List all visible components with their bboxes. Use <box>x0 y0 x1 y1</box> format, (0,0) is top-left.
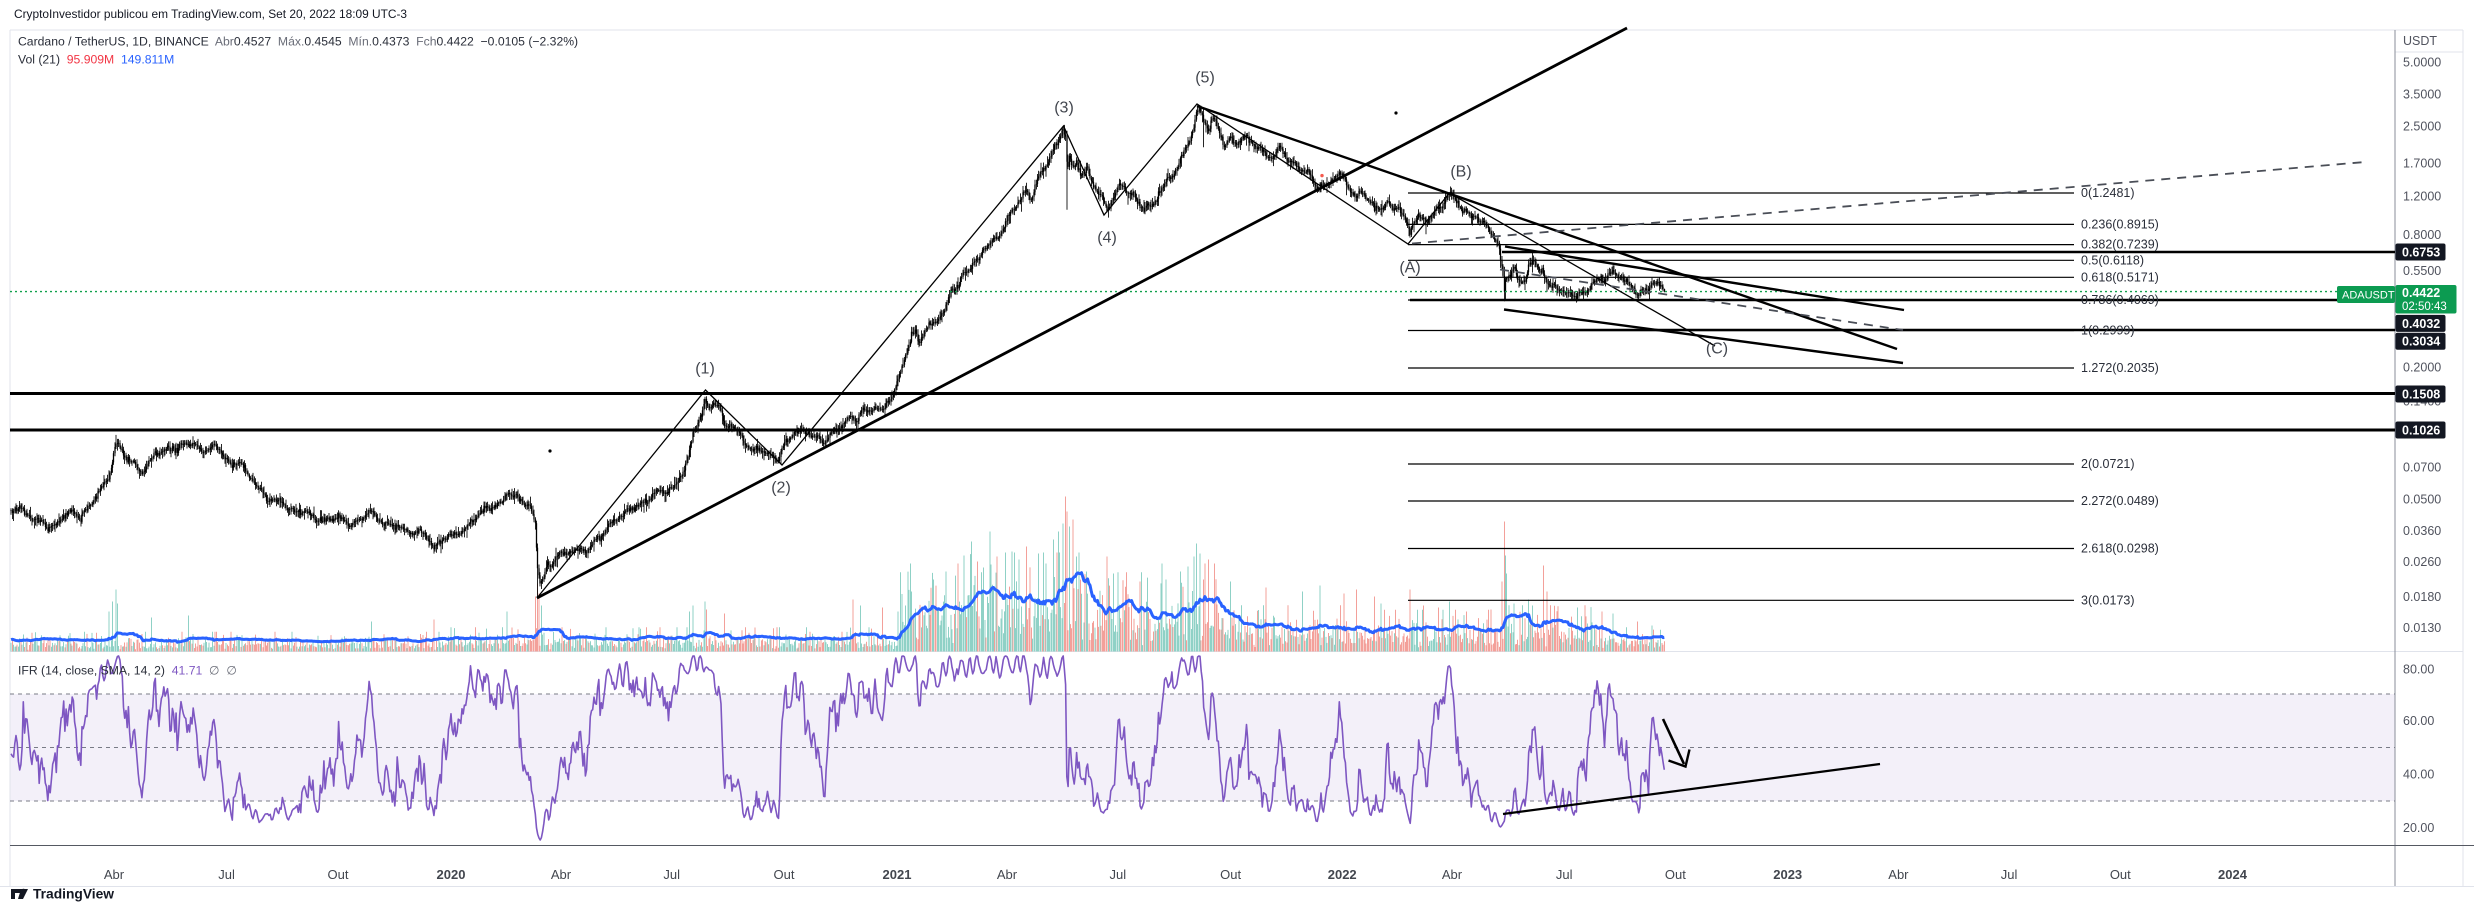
svg-text:0.6753: 0.6753 <box>2402 246 2440 260</box>
svg-text:0.4422: 0.4422 <box>2402 286 2440 300</box>
svg-text:(5): (5) <box>1195 70 1215 87</box>
svg-text:(A): (A) <box>1399 260 1420 277</box>
svg-text:0(1.2481): 0(1.2481) <box>2081 186 2135 200</box>
svg-text:2023: 2023 <box>1773 867 1802 882</box>
svg-text:3.5000: 3.5000 <box>2403 87 2441 101</box>
svg-text:0.1508: 0.1508 <box>2402 388 2440 402</box>
svg-text:0.0360: 0.0360 <box>2403 524 2441 538</box>
svg-text:1.272(0.2035): 1.272(0.2035) <box>2081 361 2159 375</box>
svg-text:TradingView: TradingView <box>33 887 114 902</box>
svg-text:20.00: 20.00 <box>2403 821 2434 835</box>
svg-text:(B): (B) <box>1450 164 1471 181</box>
svg-text:(1): (1) <box>695 361 715 378</box>
svg-text:(4): (4) <box>1097 230 1117 247</box>
svg-text:Abr: Abr <box>1888 867 1909 882</box>
svg-text:5.0000: 5.0000 <box>2403 56 2441 70</box>
svg-text:USDT: USDT <box>2403 34 2437 48</box>
svg-text:Jul: Jul <box>1109 867 1126 882</box>
svg-text:Out: Out <box>2110 867 2131 882</box>
svg-text:0.0180: 0.0180 <box>2403 590 2441 604</box>
svg-text:Out: Out <box>774 867 795 882</box>
svg-text:0.236(0.8915): 0.236(0.8915) <box>2081 217 2159 231</box>
svg-text:1.2000: 1.2000 <box>2403 190 2441 204</box>
svg-text:0.8000: 0.8000 <box>2403 228 2441 242</box>
svg-text:80.00: 80.00 <box>2403 662 2434 676</box>
svg-text:2024: 2024 <box>2218 867 2248 882</box>
svg-text:2(0.0721): 2(0.0721) <box>2081 457 2135 471</box>
svg-text:2.272(0.0489): 2.272(0.0489) <box>2081 494 2159 508</box>
svg-text:CryptoInvestidor publicou em T: CryptoInvestidor publicou em TradingView… <box>14 7 407 21</box>
svg-text:0.0700: 0.0700 <box>2403 461 2441 475</box>
svg-text:1.7000: 1.7000 <box>2403 156 2441 170</box>
svg-text:Jul: Jul <box>663 867 680 882</box>
svg-text:60.00: 60.00 <box>2403 714 2434 728</box>
svg-text:Abr: Abr <box>551 867 572 882</box>
svg-text:Cardano / TetherUS, 1D, BINANC: Cardano / TetherUS, 1D, BINANCE Abr0.452… <box>18 35 578 49</box>
svg-text:Out: Out <box>1220 867 1241 882</box>
svg-text:0.618(0.5171): 0.618(0.5171) <box>2081 270 2159 284</box>
svg-text:Jul: Jul <box>218 867 235 882</box>
svg-text:Abr: Abr <box>1442 867 1463 882</box>
svg-text:ADAUSDT: ADAUSDT <box>2342 290 2395 302</box>
svg-text:2.618(0.0298): 2.618(0.0298) <box>2081 542 2159 556</box>
svg-text:Out: Out <box>1665 867 1686 882</box>
svg-text:(2): (2) <box>771 480 791 497</box>
svg-text:Vol (21) 95.909M 149.811M: Vol (21) 95.909M 149.811M <box>18 53 174 67</box>
svg-text:0.3034: 0.3034 <box>2402 335 2440 349</box>
svg-text:IFR (14, close, SMA, 14, 2) 4: IFR (14, close, SMA, 14, 2) 41.71 ∅ ∅ <box>18 664 237 678</box>
svg-text:Jul: Jul <box>2001 867 2018 882</box>
svg-text:2020: 2020 <box>437 867 466 882</box>
svg-text:2021: 2021 <box>883 867 912 882</box>
svg-text:02:50:43: 02:50:43 <box>2402 301 2447 313</box>
svg-text:Abr: Abr <box>104 867 125 882</box>
svg-text:0.2000: 0.2000 <box>2403 360 2441 374</box>
svg-text:Out: Out <box>328 867 349 882</box>
svg-text:0.0130: 0.0130 <box>2403 621 2441 635</box>
svg-text:0.0500: 0.0500 <box>2403 493 2441 507</box>
svg-text:(3): (3) <box>1054 100 1074 117</box>
svg-text:Abr: Abr <box>997 867 1018 882</box>
svg-text:0.5(0.6118): 0.5(0.6118) <box>2081 253 2144 267</box>
svg-text:0.0260: 0.0260 <box>2403 555 2441 569</box>
svg-text:40.00: 40.00 <box>2403 768 2434 782</box>
svg-text:2022: 2022 <box>1328 867 1357 882</box>
svg-text:2.5000: 2.5000 <box>2403 120 2441 134</box>
svg-text:(C): (C) <box>1706 341 1728 358</box>
svg-text:0.5500: 0.5500 <box>2403 264 2441 278</box>
svg-text:0.786(0.4069): 0.786(0.4069) <box>2081 293 2159 307</box>
svg-text:0.4032: 0.4032 <box>2402 317 2440 331</box>
svg-text:0.1026: 0.1026 <box>2402 424 2440 438</box>
svg-text:3(0.0173): 3(0.0173) <box>2081 593 2135 607</box>
svg-text:0.382(0.7239): 0.382(0.7239) <box>2081 238 2159 252</box>
svg-text:Jul: Jul <box>1556 867 1573 882</box>
svg-text:1(0.2999): 1(0.2999) <box>2081 324 2135 338</box>
